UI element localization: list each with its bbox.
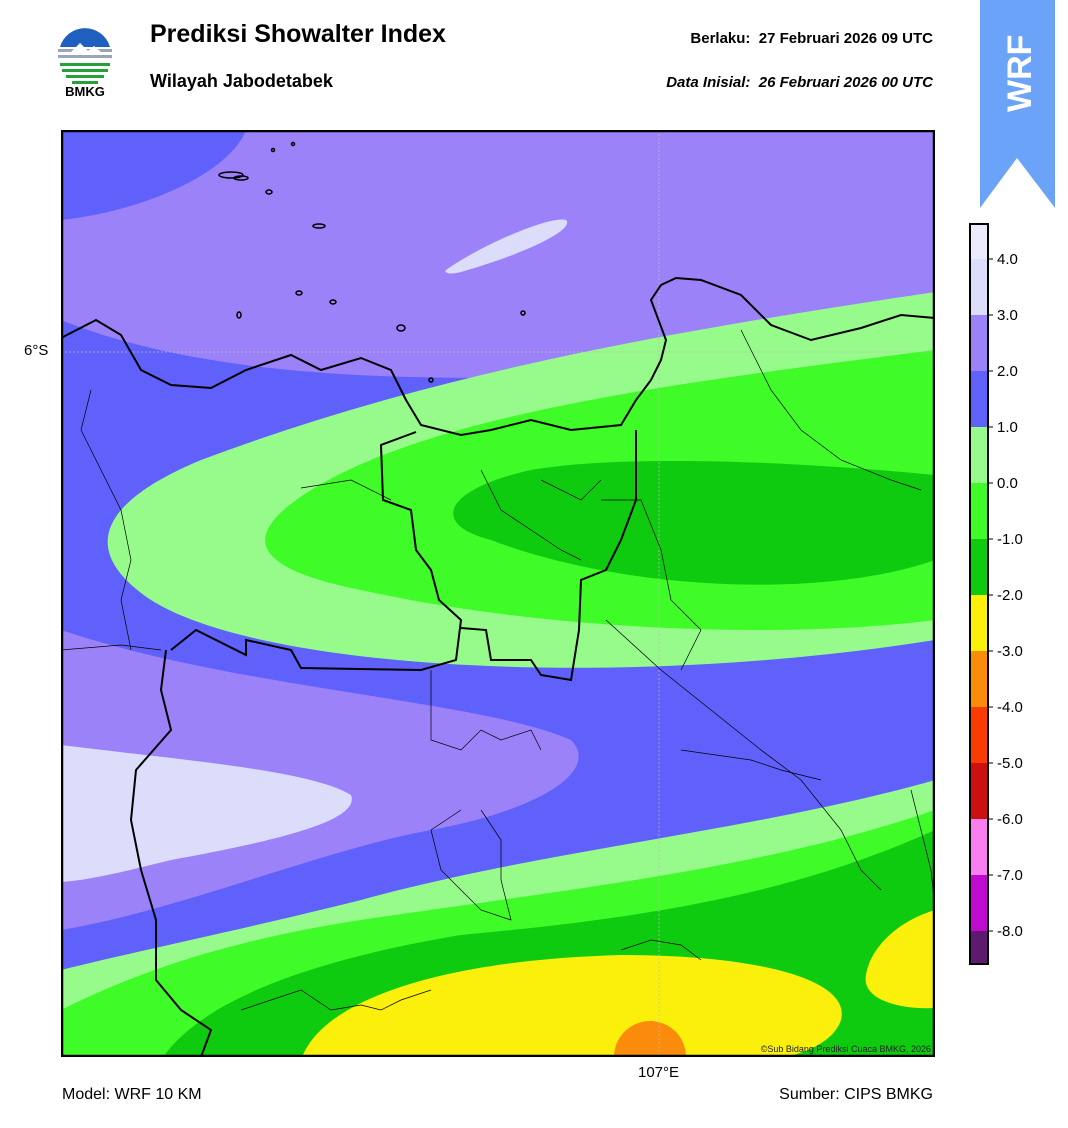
colorbar-segment <box>970 371 988 427</box>
wrf-badge-text: WRF <box>1001 35 1039 112</box>
colorbar-tick-label: -4.0 <box>997 699 1023 716</box>
colorbar-segment <box>970 595 988 651</box>
colorbar-segment <box>970 819 988 875</box>
lon-label: 107°E <box>638 1064 679 1081</box>
valid-time: Berlaku: 27 Februari 2026 09 UTC <box>690 30 933 47</box>
model-label: Model: WRF 10 KM <box>62 1086 202 1104</box>
colorbar-tick-label: -6.0 <box>997 811 1023 828</box>
colorbar-tick-label: 4.0 <box>997 251 1018 268</box>
colorbar-segment <box>970 315 988 371</box>
colorbar-segment <box>970 707 988 763</box>
colorbar-tick-label: 1.0 <box>997 419 1018 436</box>
colorbar-tick-label: -2.0 <box>997 587 1023 604</box>
colorbar-tick-label: -1.0 <box>997 531 1023 548</box>
lat-label: 6°S <box>24 342 48 359</box>
source-label: Sumber: CIPS BMKG <box>779 1086 933 1104</box>
colorbar-segment <box>970 651 988 707</box>
colorbar-segment <box>970 539 988 595</box>
colorbar-tick-label: -7.0 <box>997 867 1023 884</box>
colorbar-tick-label: 3.0 <box>997 307 1018 324</box>
colorbar: 4.0 3.0 2.0 1.0 0.0 -1.0 -2.0 -3.0 -4.0 -5.0 -6.0 -… <box>968 222 1068 968</box>
colorbar-tick-label: -3.0 <box>997 643 1023 660</box>
page-subtitle: Wilayah Jabodetabek <box>150 71 333 92</box>
colorbar-tick-label: -5.0 <box>997 755 1023 772</box>
colorbar-segment <box>970 763 988 819</box>
colorbar-segment <box>970 427 988 483</box>
colorbar-tick-label: 0.0 <box>997 475 1018 492</box>
colorbar-segment <box>970 224 988 259</box>
colorbar-segment <box>970 931 988 964</box>
colorbar-segment <box>970 875 988 931</box>
init-time: Data Inisial: 26 Februari 2026 00 UTC <box>666 74 933 91</box>
colorbar-tick-label: 2.0 <box>997 363 1018 380</box>
map-credit: ©Sub Bidang Prediksi Cuaca BMKG, 2026 <box>761 1044 931 1054</box>
logo-text: BMKG <box>52 84 118 99</box>
showalter-map <box>61 130 935 1057</box>
wrf-badge: WRF <box>980 0 1055 210</box>
colorbar-segment <box>970 259 988 315</box>
colorbar-tick-label: -8.0 <box>997 923 1023 940</box>
colorbar-segment <box>970 483 988 539</box>
page-title: Prediksi Showalter Index <box>150 20 446 49</box>
